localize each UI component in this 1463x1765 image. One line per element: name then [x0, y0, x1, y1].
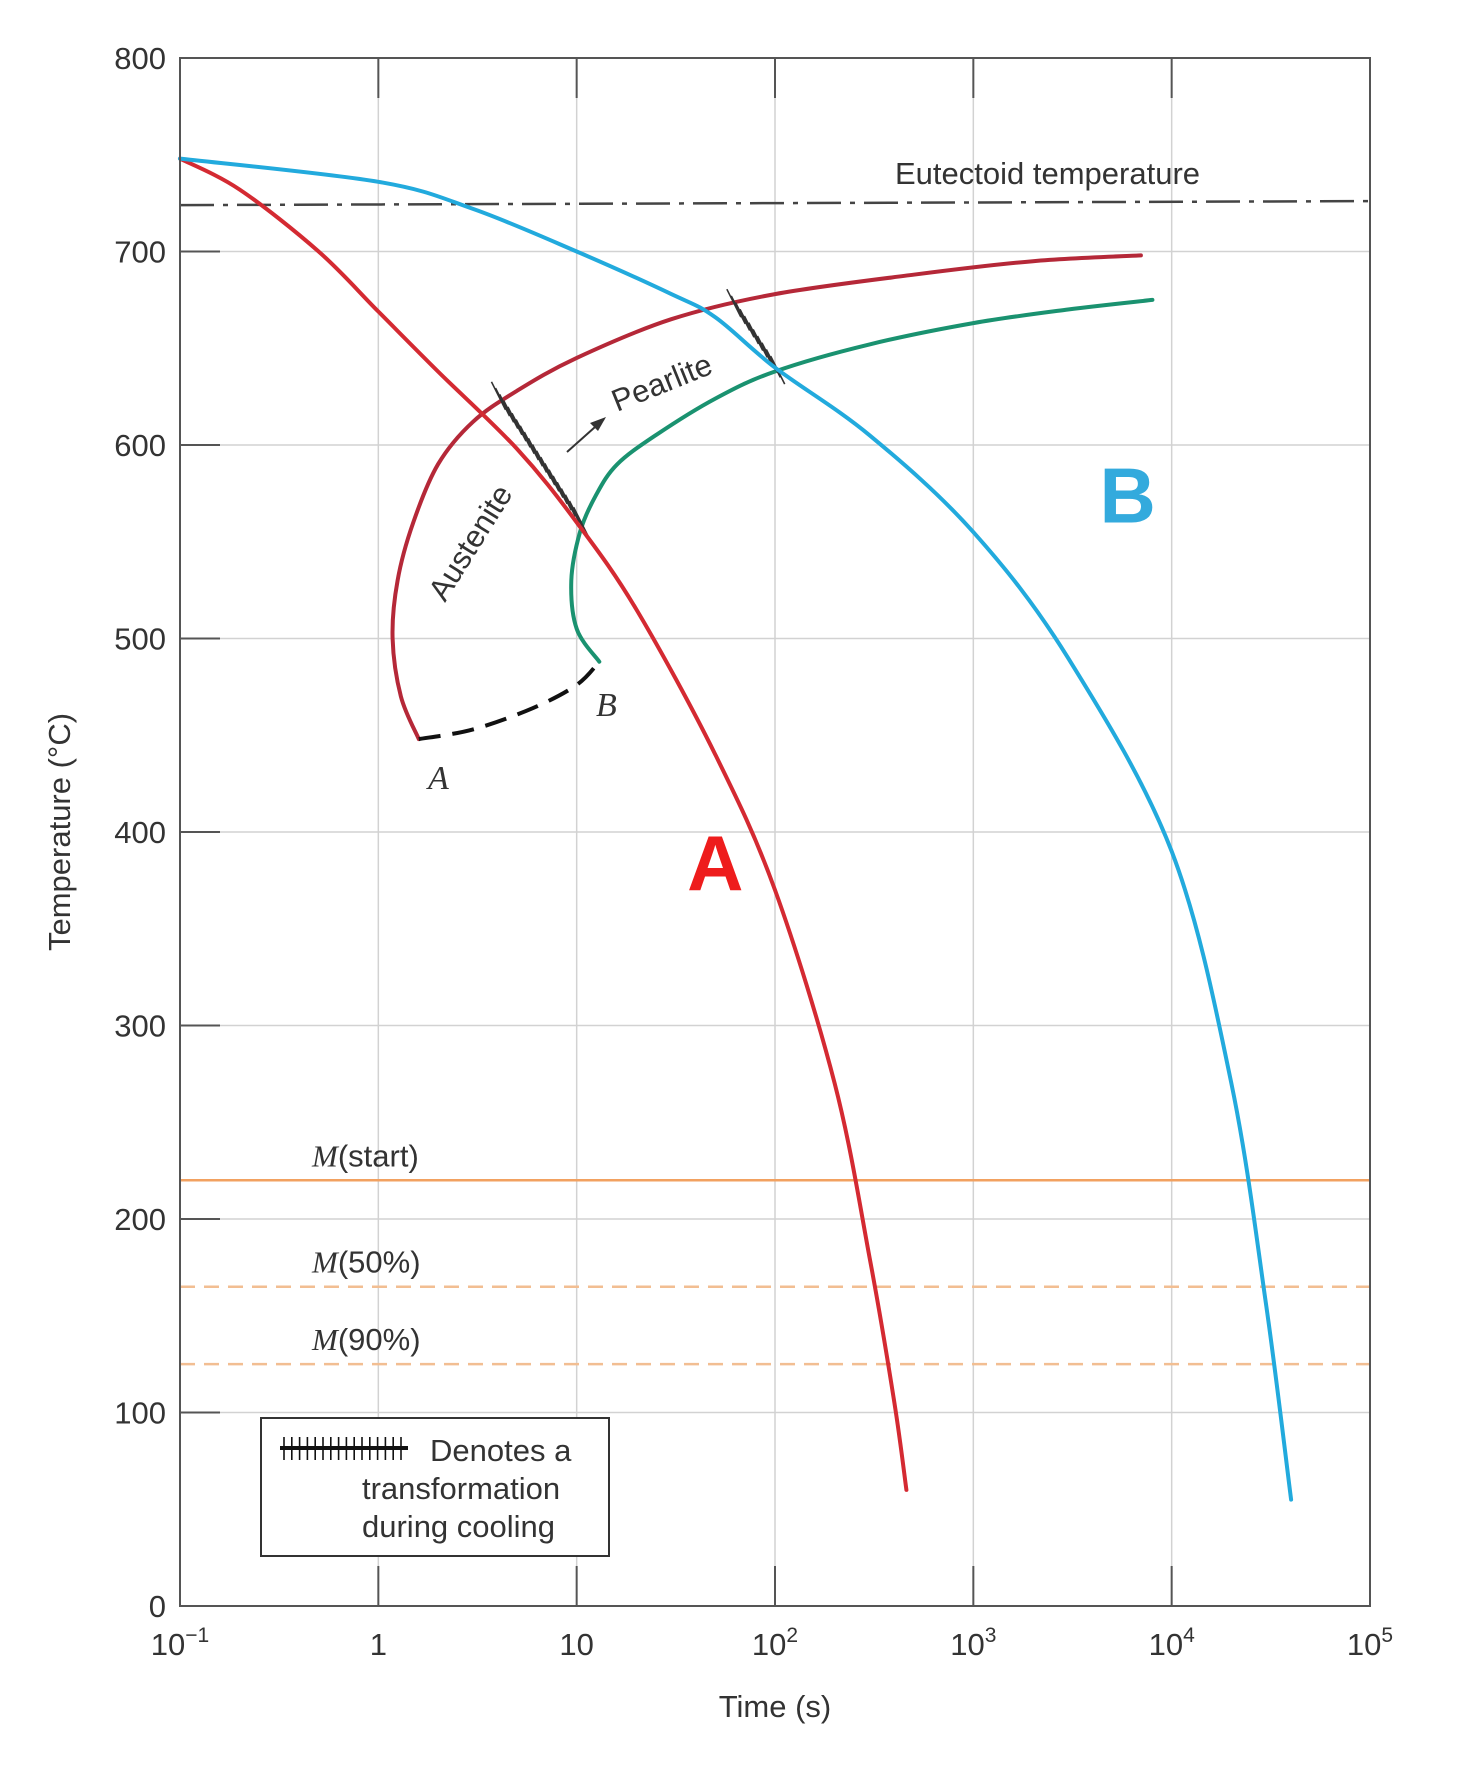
y-tick-label-700: 700: [114, 235, 166, 270]
martensite-suffix-2: (90%): [338, 1322, 421, 1357]
hatch-mark-1-3: [739, 308, 755, 338]
legend-box: [260, 1417, 610, 1557]
eutectoid-label: Eutectoid temperature: [895, 156, 1200, 191]
martensite-letter-0: M: [311, 1138, 340, 1173]
hatch-mark-0-4: [507, 406, 523, 436]
hatch-mark-1-5: [748, 322, 764, 351]
hatch-mark-0-3: [503, 400, 519, 429]
martensite-label-1: M(50%): [311, 1245, 421, 1280]
hatch-mark-0-7: [519, 425, 535, 455]
austenite-label: Austenite: [421, 479, 519, 607]
hatch-mark-0-18: [564, 494, 581, 524]
hatch-mark-1-7: [756, 335, 773, 365]
legend-line-3: during cooling: [362, 1509, 555, 1544]
y-tick-label-100: 100: [114, 1396, 166, 1431]
x-tick-label-4: 103: [950, 1624, 996, 1662]
x-tick-label-1: 1: [370, 1627, 387, 1662]
hatch-mark-1-2: [734, 302, 751, 331]
transformation-arrow-head: [590, 417, 606, 431]
x-tick-label-3: 102: [752, 1624, 798, 1662]
hatch-mark-0-20: [572, 506, 589, 536]
x-tick-exponent-5: 4: [1183, 1624, 1195, 1647]
cooling-curve-label-A: A: [687, 819, 743, 907]
hatch-mark-0-2: [498, 393, 515, 423]
hatch-mark-0-19: [568, 500, 585, 530]
hatch-mark-0-6: [515, 419, 531, 448]
reference-lines: [179, 199, 1371, 1366]
y-tick-label-600: 600: [114, 428, 166, 463]
legend-line-1: Denotes a: [430, 1433, 572, 1468]
y-axis-title: Temperature (°C): [42, 713, 77, 951]
x-tick-exponent-4: 3: [985, 1624, 997, 1647]
hatch-mark-0-15: [552, 475, 568, 505]
x-tick-exponent-6: 5: [1381, 1624, 1393, 1647]
martensite-suffix-1: (50%): [338, 1245, 421, 1280]
chart-labels: 0 100 200 300 400 500 600 700 800 10−1 1 10 102 103 10…: [114, 41, 1393, 1662]
hatch-mark-0-8: [523, 431, 540, 461]
cooling-curve-A: [178, 156, 909, 1492]
point-b-label: B: [596, 687, 617, 724]
cooling-curve-B: [178, 156, 1294, 1502]
hatch-mark-0-17: [560, 488, 577, 517]
x-tick-exponent-0: −1: [185, 1624, 209, 1647]
hatch-mark-1-9: [765, 349, 782, 378]
hatch-mark-1-1: [730, 295, 746, 325]
hatch-mark-0-9: [527, 437, 544, 467]
hatch-mark-1-0: [726, 288, 742, 318]
transformation-curve-start: [390, 253, 1143, 742]
x-tick-label-6: 105: [1347, 1624, 1393, 1662]
y-tick-label-200: 200: [114, 1202, 166, 1237]
x-tick-label-0: 10−1: [151, 1624, 209, 1662]
hatch-mark-0-10: [531, 444, 548, 473]
hatch-mark-1-4: [743, 315, 760, 345]
hatch-mark-0-1: [494, 387, 511, 417]
transformation-curve-finish: [569, 297, 1155, 664]
x-tick-label-5: 104: [1149, 1624, 1195, 1662]
hatch-mark-0-11: [535, 450, 552, 480]
bainite-boundary-dashed: [418, 660, 601, 742]
cooling-curve-label-B: B: [1099, 451, 1155, 539]
martensite-label-2: M(90%): [311, 1322, 421, 1357]
x-axis-title: Time (s): [719, 1689, 832, 1724]
hatch-mark-1-6: [752, 328, 768, 358]
martensite-label-0: M(start): [311, 1138, 419, 1173]
legend-line-2: transformation: [362, 1471, 560, 1506]
eutectoid-line: [179, 199, 1371, 207]
y-tick-label-400: 400: [114, 815, 166, 850]
transformation-curves: [390, 253, 1155, 742]
hatch-mark-0-12: [540, 456, 556, 486]
martensite-suffix-0: (start): [338, 1138, 419, 1173]
hatch-marks: [490, 288, 786, 536]
y-tick-label-0: 0: [149, 1589, 166, 1624]
x-tick-label-2: 10: [559, 1627, 593, 1662]
hatch-mark-0-14: [548, 469, 564, 498]
point-a-label: A: [426, 760, 449, 797]
y-tick-label-300: 300: [114, 1009, 166, 1044]
cooling-curves: [178, 156, 1294, 1502]
x-tick-exponent-3: 2: [786, 1624, 798, 1647]
y-tick-label-800: 800: [114, 41, 166, 76]
legend: Denotes a transformation during cooling: [260, 1417, 610, 1557]
martensite-letter-2: M: [311, 1322, 340, 1357]
y-tick-label-500: 500: [114, 622, 166, 657]
hatch-mark-0-16: [556, 481, 572, 511]
hatch-mark-0-5: [511, 412, 527, 442]
hatch-mark-0-13: [544, 463, 560, 492]
tick-marks: [179, 57, 1371, 1607]
grid: [179, 57, 1371, 1607]
martensite-letter-1: M: [311, 1245, 340, 1280]
legend-sample-hatch: [283, 1437, 402, 1460]
hatch-mark-0-0: [490, 381, 507, 411]
